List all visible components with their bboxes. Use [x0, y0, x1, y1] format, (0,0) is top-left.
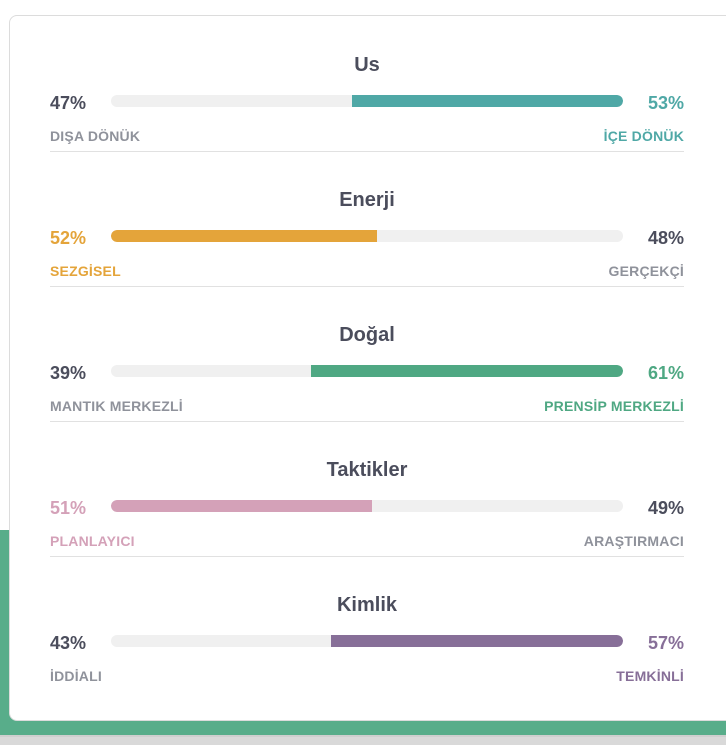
- bottom-divider-strip: [0, 735, 726, 745]
- trait-title: Doğal: [339, 324, 395, 346]
- left-label: SEZGİSEL: [50, 263, 121, 279]
- personality-traits-card: Us 47% 53% DIŞA DÖNÜK İÇE DÖNÜK Enerji 5…: [9, 15, 726, 721]
- trait-row-mind: Us 47% 53% DIŞA DÖNÜK İÇE DÖNÜK: [50, 16, 684, 152]
- left-label: İDDİALI: [50, 668, 102, 684]
- left-label: PLANLAYICI: [50, 533, 135, 549]
- trait-bar: [111, 635, 623, 647]
- right-label: İÇE DÖNÜK: [603, 128, 684, 144]
- trait-bar-fill: [111, 230, 378, 242]
- trait-bar-fill: [331, 635, 623, 647]
- left-percent: 43%: [50, 633, 87, 653]
- trait-title: Taktikler: [326, 459, 408, 481]
- right-label: ARAŞTIRMACI: [583, 533, 684, 549]
- left-percent: 39%: [50, 363, 87, 383]
- right-percent: 53%: [647, 93, 684, 113]
- trait-bar: [111, 230, 623, 242]
- right-percent: 61%: [647, 363, 684, 383]
- right-percent: 57%: [647, 633, 684, 653]
- trait-bar-fill: [351, 95, 623, 107]
- trait-row-tactics: Taktikler 51% 49% PLANLAYICI ARAŞTIRMACI: [50, 421, 684, 557]
- trait-title: Us: [354, 54, 380, 76]
- right-label: PRENSİP MERKEZLİ: [544, 398, 684, 414]
- trait-title: Kimlik: [336, 594, 398, 616]
- trait-bar-fill: [111, 500, 373, 512]
- right-percent: 49%: [647, 498, 684, 518]
- left-label: DIŞA DÖNÜK: [50, 128, 141, 144]
- trait-row-nature: Doğal 39% 61% MANTIK MERKEZLİ PRENSİP ME…: [50, 286, 684, 422]
- trait-bar: [111, 500, 623, 512]
- left-percent: 51%: [50, 498, 87, 518]
- trait-bar-fill: [310, 365, 623, 377]
- left-label: MANTIK MERKEZLİ: [50, 398, 183, 414]
- trait-bar: [111, 95, 623, 107]
- trait-title: Enerji: [339, 189, 395, 211]
- trait-bar: [111, 365, 623, 377]
- right-label: TEMKİNLİ: [616, 668, 684, 684]
- right-percent: 48%: [647, 228, 684, 248]
- trait-row-energy: Enerji 52% 48% SEZGİSEL GERÇEKÇİ: [50, 151, 684, 287]
- trait-row-identity: Kimlik 43% 57% İDDİALI TEMKİNLİ: [50, 556, 684, 691]
- right-label: GERÇEKÇİ: [608, 263, 684, 279]
- left-percent: 47%: [50, 93, 87, 113]
- left-percent: 52%: [50, 228, 87, 248]
